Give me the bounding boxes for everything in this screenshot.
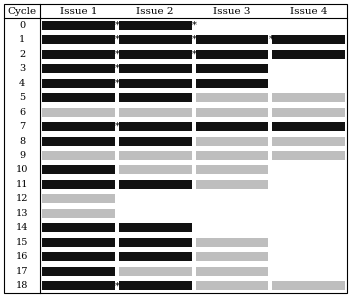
Bar: [119, 50, 192, 59]
Bar: [42, 79, 115, 88]
Bar: [119, 252, 192, 261]
Bar: [42, 252, 115, 261]
Bar: [119, 165, 192, 174]
Text: 6: 6: [19, 108, 25, 117]
Bar: [196, 122, 268, 131]
Bar: [196, 108, 268, 116]
Bar: [42, 21, 115, 30]
Bar: [196, 79, 268, 88]
Bar: [119, 79, 192, 88]
Bar: [196, 238, 268, 247]
Bar: [196, 252, 268, 261]
Text: 2: 2: [19, 50, 25, 59]
Text: 0: 0: [19, 21, 25, 30]
Text: *: *: [115, 122, 120, 131]
Bar: [196, 35, 268, 44]
Bar: [196, 151, 268, 160]
Text: 15: 15: [16, 238, 28, 247]
Bar: [42, 137, 115, 146]
Bar: [119, 137, 192, 146]
Bar: [42, 209, 115, 218]
Text: Cycle: Cycle: [7, 7, 37, 15]
Bar: [119, 35, 192, 44]
Bar: [119, 93, 192, 102]
Bar: [196, 281, 268, 290]
Text: 12: 12: [16, 195, 28, 203]
Text: 7: 7: [19, 122, 25, 131]
Bar: [196, 267, 268, 276]
Bar: [42, 180, 115, 189]
Text: 9: 9: [19, 151, 25, 160]
Text: 5: 5: [19, 93, 25, 102]
Bar: [196, 93, 268, 102]
Text: 8: 8: [19, 137, 25, 146]
Text: *: *: [192, 21, 197, 30]
Text: *: *: [192, 35, 197, 44]
Bar: [119, 281, 192, 290]
Bar: [42, 35, 115, 44]
Bar: [119, 180, 192, 189]
Text: *: *: [269, 35, 274, 44]
Bar: [272, 35, 345, 44]
Text: 14: 14: [16, 223, 28, 232]
Text: 1: 1: [19, 35, 25, 44]
Text: Issue 1: Issue 1: [60, 7, 97, 15]
Bar: [196, 50, 268, 59]
Bar: [272, 122, 345, 131]
Bar: [42, 267, 115, 276]
Bar: [272, 93, 345, 102]
Text: 13: 13: [16, 209, 28, 218]
Text: 10: 10: [16, 165, 28, 174]
Bar: [196, 64, 268, 73]
Text: Issue 2: Issue 2: [137, 7, 174, 15]
Text: *: *: [115, 79, 120, 88]
Bar: [119, 21, 192, 30]
Bar: [119, 108, 192, 116]
Bar: [42, 50, 115, 59]
Bar: [196, 165, 268, 174]
Bar: [42, 151, 115, 160]
Bar: [272, 108, 345, 116]
Text: 4: 4: [19, 79, 25, 88]
Text: Issue 4: Issue 4: [290, 7, 327, 15]
Bar: [42, 238, 115, 247]
Text: *: *: [115, 64, 120, 73]
Text: 17: 17: [16, 267, 28, 276]
Bar: [42, 108, 115, 116]
Bar: [119, 223, 192, 232]
Bar: [119, 151, 192, 160]
Bar: [272, 151, 345, 160]
Bar: [42, 195, 115, 203]
Bar: [196, 137, 268, 146]
Bar: [119, 64, 192, 73]
Text: 18: 18: [16, 281, 28, 290]
Bar: [272, 281, 345, 290]
Bar: [119, 238, 192, 247]
Text: Issue 3: Issue 3: [213, 7, 251, 15]
Text: 11: 11: [16, 180, 28, 189]
Text: 16: 16: [16, 252, 28, 261]
Bar: [119, 267, 192, 276]
Bar: [42, 281, 115, 290]
Bar: [42, 93, 115, 102]
Bar: [42, 122, 115, 131]
Text: *: *: [115, 50, 120, 59]
Bar: [119, 122, 192, 131]
Bar: [196, 180, 268, 189]
Bar: [272, 137, 345, 146]
Bar: [42, 223, 115, 232]
Bar: [272, 50, 345, 59]
Text: *: *: [192, 50, 197, 59]
Text: *: *: [115, 281, 120, 290]
Bar: [42, 165, 115, 174]
Text: *: *: [115, 35, 120, 44]
Text: 3: 3: [19, 64, 25, 73]
Text: *: *: [115, 21, 120, 30]
Bar: [42, 64, 115, 73]
